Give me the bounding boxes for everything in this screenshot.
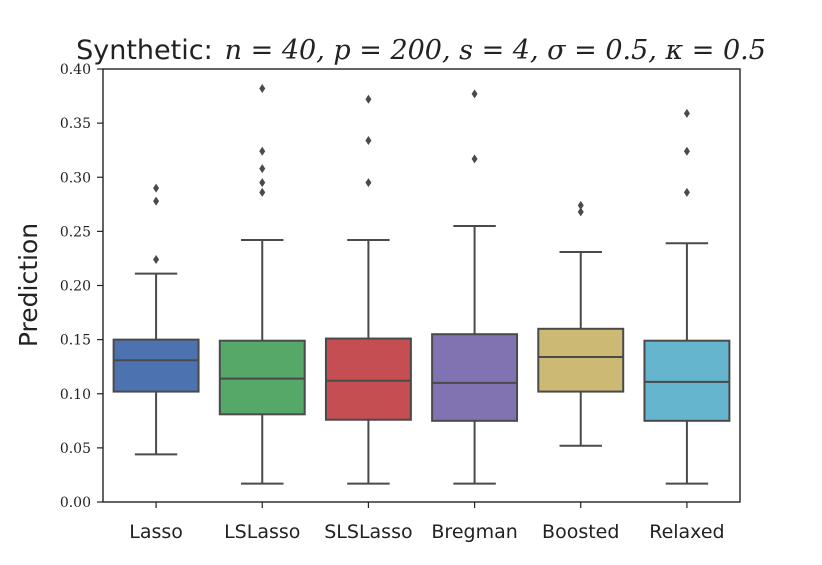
x-tick-label: Bregman	[431, 521, 517, 543]
x-tick-label: Lasso	[129, 521, 183, 543]
box-lslasso	[218, 339, 306, 416]
y-tick-label: 0.10	[60, 387, 91, 403]
outlier-point	[259, 83, 266, 93]
outlier-point	[683, 108, 690, 118]
y-tick-label: 0.05	[60, 441, 91, 457]
box-relaxed	[643, 339, 731, 422]
y-tick-label: 0.20	[60, 279, 91, 295]
box-boosted	[537, 327, 625, 393]
y-tick-label: 0.35	[60, 116, 91, 132]
y-tick-label: 0.40	[60, 62, 91, 78]
y-tick-label: 0.30	[60, 170, 91, 186]
outlier-point	[365, 178, 372, 188]
outlier-point	[683, 187, 690, 197]
outlier-point	[259, 146, 266, 156]
y-tick-label: 0.00	[60, 495, 91, 511]
outlier-point	[259, 187, 266, 197]
outlier-point	[153, 255, 160, 265]
chart-title-prefix: Synthetic:	[76, 35, 213, 66]
y-tick-label: 0.15	[60, 333, 91, 349]
outlier-point	[471, 89, 478, 99]
plot-frame	[102, 68, 741, 503]
box-lasso	[112, 338, 200, 393]
y-tick-label: 0.25	[60, 224, 91, 240]
outlier-point	[365, 94, 372, 104]
outlier-point	[365, 135, 372, 145]
outlier-point	[153, 183, 160, 193]
outlier-point	[259, 178, 266, 188]
outlier-point	[683, 146, 690, 156]
x-tick-label: LSLasso	[224, 521, 300, 543]
plot-area: 0.00 0.05 0.10 0.15 0.20 0.25 0.30 0.35 0.40 Lass…	[60, 62, 741, 543]
y-axis-label: Prediction	[14, 223, 43, 347]
outlier-point	[577, 200, 584, 210]
x-tick-label: Relaxed	[649, 521, 724, 543]
box-bregman	[431, 333, 519, 422]
box-slslasso	[324, 337, 412, 421]
outlier-point	[153, 196, 160, 206]
chart-title-math: n = 40, p = 200, s = 4, σ = 0.5, κ = 0.5	[225, 35, 766, 66]
x-tick-label: SLSLasso	[324, 521, 412, 543]
x-tick-label: Boosted	[542, 521, 619, 543]
outlier-point	[471, 154, 478, 164]
outlier-point	[259, 164, 266, 174]
outlier-point	[577, 207, 584, 217]
chart-title: Synthetic: n = 40, p = 200, s = 4, σ = 0.…	[76, 35, 766, 66]
